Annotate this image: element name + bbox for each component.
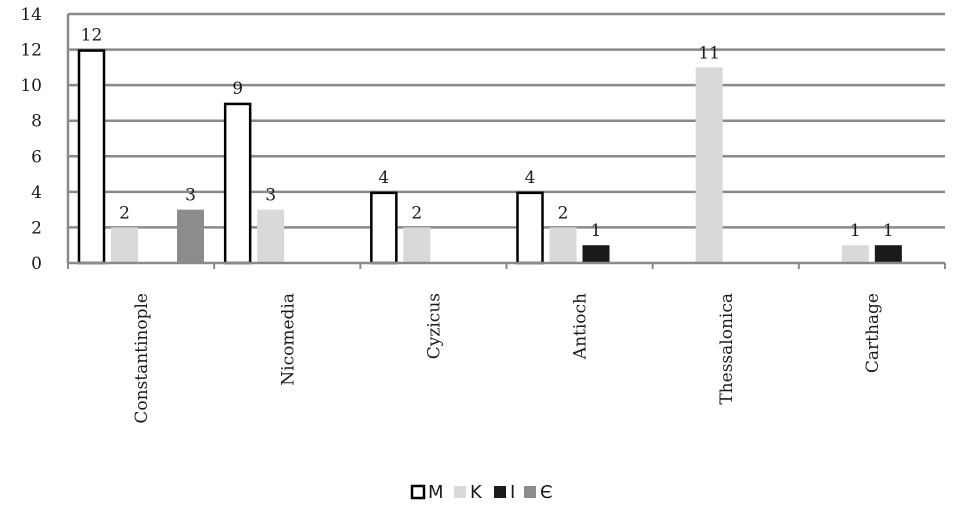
bar-m <box>223 102 252 265</box>
legend-label: M <box>428 482 444 503</box>
data-label: 3 <box>185 186 196 206</box>
bar-k <box>549 227 577 263</box>
y-tick-label: 14 <box>20 5 42 25</box>
legend-swatch-i <box>494 486 506 498</box>
data-label: 2 <box>558 203 569 223</box>
bars <box>77 49 902 265</box>
legend-label: I <box>510 482 515 503</box>
bar-k <box>111 227 138 263</box>
data-label: 2 <box>119 203 130 223</box>
data-label: 2 <box>411 203 422 223</box>
x-tick-label: Constantinople <box>132 293 152 424</box>
data-label: 1 <box>850 221 861 241</box>
bar-i <box>874 245 902 263</box>
legend-label: Є <box>540 482 553 503</box>
x-tick-label: Nicomedia <box>278 293 298 386</box>
bar-k <box>841 245 869 263</box>
data-label: 4 <box>525 168 536 188</box>
x-axis: Constantinople Nicomedia Cyzicus Antioch The… <box>67 261 946 424</box>
y-tick-label: 8 <box>31 112 42 132</box>
x-tick-label: Thessalonica <box>717 293 737 405</box>
y-tick-label: 2 <box>31 218 42 238</box>
legend-swatch-m <box>410 484 426 500</box>
bar-m <box>370 191 398 265</box>
data-label: 4 <box>378 168 389 188</box>
legend-swatch-k <box>454 486 466 498</box>
bar-i <box>582 245 610 263</box>
y-axis: 0 2 4 6 8 10 12 14 <box>20 5 70 274</box>
data-label: 9 <box>232 79 243 99</box>
bar-є <box>177 209 204 263</box>
y-tick-label: 4 <box>31 183 42 203</box>
bar-m <box>516 191 544 265</box>
data-label: 12 <box>81 26 103 46</box>
bar-k <box>257 209 285 263</box>
y-tick-label: 10 <box>20 76 42 96</box>
data-label: 11 <box>698 43 720 63</box>
grid-lines <box>68 12 945 229</box>
y-tick-label: 12 <box>20 41 42 61</box>
x-tick-label: Cyzicus <box>424 293 444 359</box>
x-tick-label: Carthage <box>863 293 883 373</box>
y-tick-label: 6 <box>31 147 42 167</box>
x-tick-label: Antioch <box>571 293 591 360</box>
data-label: 1 <box>883 221 894 241</box>
bar-k <box>403 227 431 263</box>
y-tick-label: 0 <box>31 254 42 274</box>
data-label: 1 <box>591 221 602 241</box>
bar-m <box>77 49 106 265</box>
bar-k <box>695 67 723 263</box>
legend-label: K <box>470 482 483 503</box>
legend-swatch-є <box>524 486 536 498</box>
data-label: 3 <box>265 186 276 206</box>
